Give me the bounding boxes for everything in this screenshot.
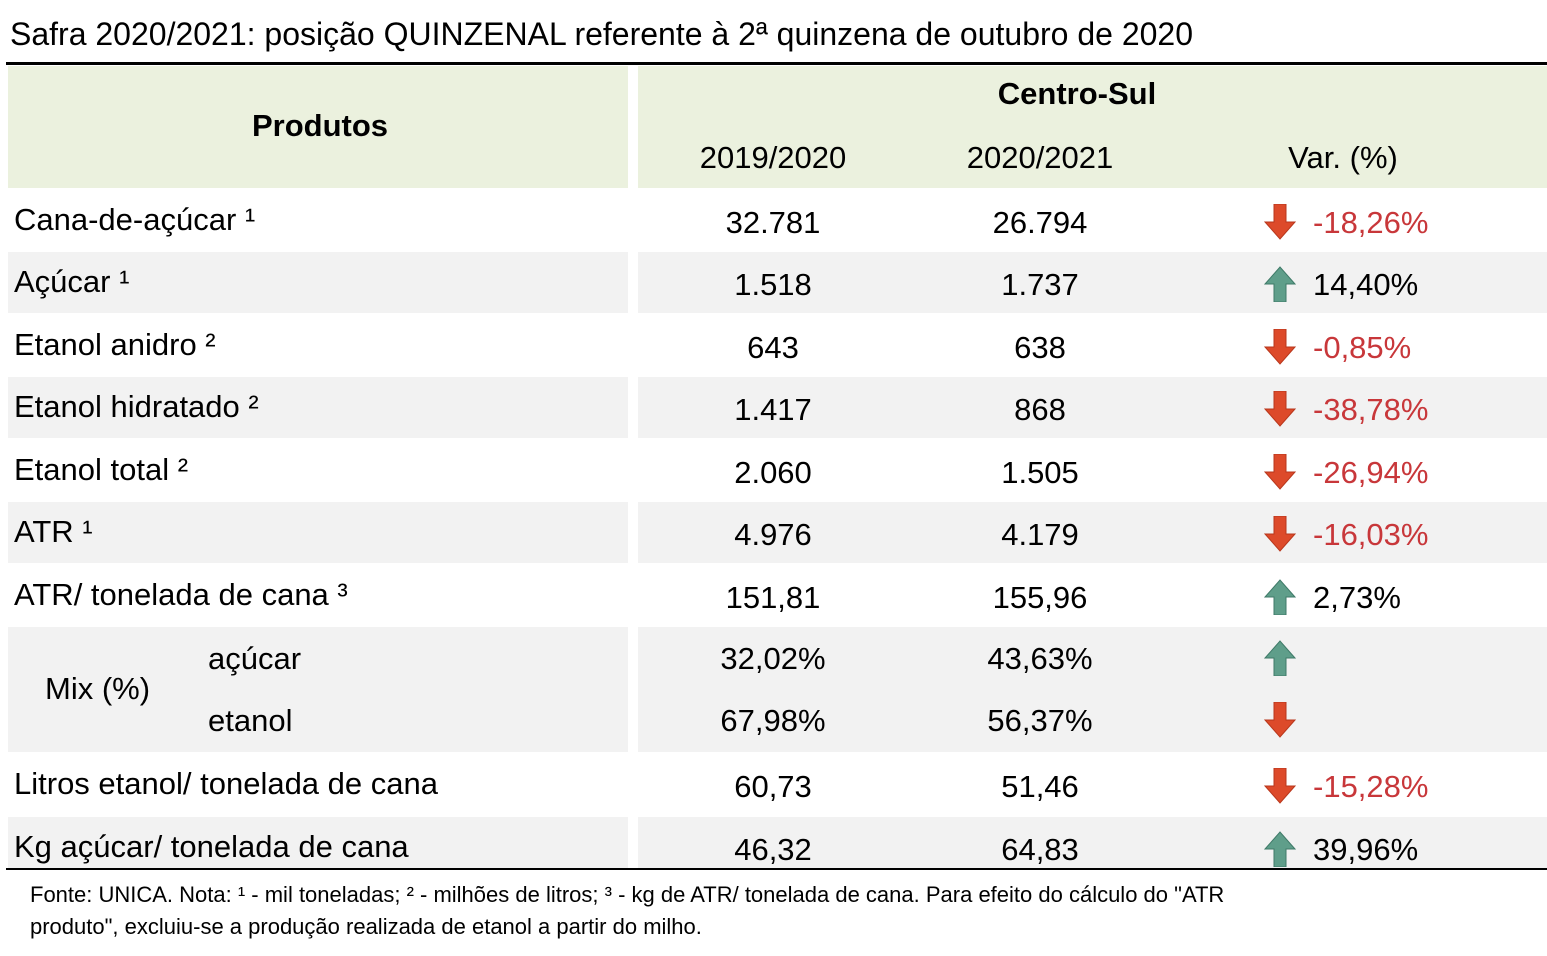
footnote: produto", excluiu-se a produção realizad… — [30, 914, 702, 939]
cell: 151,81 — [725, 580, 821, 615]
var-cell: 2,73% — [1313, 580, 1401, 615]
var-cell: 39,96% — [1313, 832, 1419, 867]
cell: 51,46 — [1001, 769, 1079, 804]
var-cell: -0,85% — [1313, 330, 1412, 365]
cell: 32.781 — [725, 205, 821, 240]
row-bg — [8, 377, 628, 438]
bottom-rule — [6, 868, 1547, 870]
cell: 1.417 — [734, 392, 812, 427]
row-bg — [638, 817, 1547, 868]
header-col: 2020/2021 — [966, 140, 1114, 175]
sub-label: açúcar — [208, 641, 302, 676]
var-cell: -38,78% — [1313, 392, 1429, 427]
cell: 26.794 — [992, 205, 1088, 240]
cell: 60,73 — [734, 769, 812, 804]
var-cell: -15,28% — [1313, 769, 1429, 804]
row-label: Etanol hidratado ² — [14, 389, 259, 424]
row-bg — [638, 502, 1547, 563]
trend-arrow — [1263, 203, 1297, 240]
trend-arrow — [1263, 701, 1297, 738]
cell: 64,83 — [1001, 832, 1079, 867]
cell: 155,96 — [992, 580, 1088, 615]
header-col: Var. (%) — [1288, 140, 1398, 175]
header-region: Centro-Sul — [997, 76, 1157, 111]
row-bg — [638, 252, 1547, 313]
row-label: Litros etanol/ tonelada de cana — [14, 766, 438, 801]
row-label: Etanol total ² — [14, 452, 189, 487]
cell: 67,98% — [720, 703, 826, 738]
trend-arrow — [1263, 453, 1297, 490]
row-bg — [638, 377, 1547, 438]
cell: 1.505 — [1001, 455, 1079, 490]
header-col: 2019/2020 — [699, 140, 847, 175]
row-label: Açúcar ¹ — [14, 264, 130, 299]
trend-arrow — [1263, 515, 1297, 552]
cell: 4.179 — [1001, 517, 1079, 552]
row-bg — [8, 252, 628, 313]
title: Safra 2020/2021: posição QUINZENAL refer… — [10, 16, 1193, 52]
trend-arrow — [1263, 640, 1297, 677]
cell: 1.737 — [1001, 267, 1079, 302]
trend-arrow — [1263, 767, 1297, 804]
row-bg — [638, 627, 1547, 752]
cell: 32,02% — [720, 641, 826, 676]
row-bg — [8, 502, 628, 563]
header-bg — [638, 66, 1547, 188]
group-label: Mix (%) — [45, 671, 151, 706]
header-products: Produtos — [251, 108, 389, 143]
row-label: Cana-de-açúcar ¹ — [14, 202, 256, 237]
trend-arrow — [1263, 390, 1297, 427]
footnote: Fonte: UNICA. Nota: ¹ - mil toneladas; ²… — [30, 882, 1225, 907]
cell: 638 — [1014, 330, 1066, 365]
top-rule — [6, 62, 1547, 65]
trend-arrow — [1263, 266, 1297, 303]
cell: 1.518 — [734, 267, 812, 302]
cell: 868 — [1014, 392, 1066, 427]
header-bg — [8, 66, 628, 188]
cell: 56,37% — [987, 703, 1093, 738]
cell: 43,63% — [987, 641, 1093, 676]
row-bg — [8, 627, 628, 752]
var-cell: 14,40% — [1313, 267, 1419, 302]
sub-label: etanol — [208, 703, 293, 738]
row-label: Kg açúcar/ tonelada de cana — [14, 829, 409, 864]
cell: 46,32 — [734, 832, 812, 867]
row-label: Etanol anidro ² — [14, 327, 216, 362]
cell: 2.060 — [734, 455, 812, 490]
trend-arrow — [1263, 831, 1297, 868]
trend-arrow — [1263, 579, 1297, 616]
cell: 4.976 — [734, 517, 812, 552]
trend-arrow — [1263, 328, 1297, 365]
var-cell: -26,94% — [1313, 455, 1429, 490]
row-bg — [8, 817, 628, 868]
cell: 643 — [747, 330, 799, 365]
row-label: ATR/ tonelada de cana ³ — [14, 577, 348, 612]
var-cell: -16,03% — [1313, 517, 1429, 552]
var-cell: -18,26% — [1313, 205, 1429, 240]
row-label: ATR ¹ — [14, 514, 93, 549]
